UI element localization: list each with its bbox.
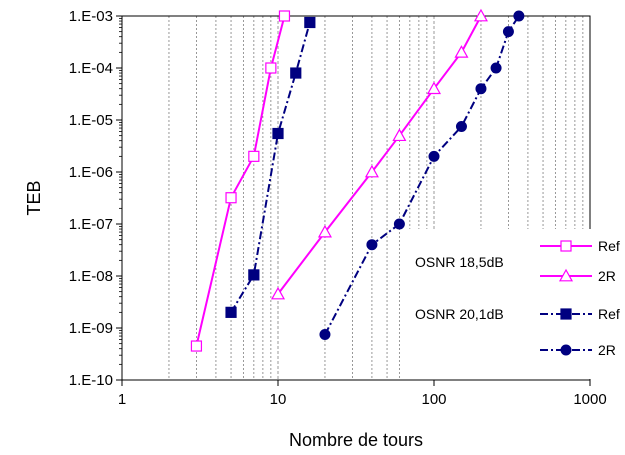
legend-marker [560,344,572,356]
plot-frame [121,15,591,381]
legend-group-label: OSNR 18,5dB [415,254,504,270]
x-tick-label: 1000 [573,391,606,408]
data-point [428,150,440,162]
data-point [455,120,467,132]
data-point [473,8,488,22]
legend: OSNR 18,5dB OSNR 20,1dB Ref 2R Ref 2R [408,229,620,379]
data-point [225,192,237,204]
legend-series-label: 2R [598,342,616,358]
data-point [319,328,331,340]
series-3 [319,10,525,340]
data-point [513,10,525,22]
legend-marker [560,240,572,252]
x-tick-label: 100 [421,391,446,408]
data-point [502,26,514,38]
legend-marker [558,268,574,282]
y-tick-label: 1.E-09 [69,320,113,337]
data-point [393,218,405,230]
y-tick-label: 1.E-07 [69,216,113,233]
y-axis-label: TEB [24,180,44,215]
data-point [278,10,291,22]
x-axis-label: Nombre de tours [289,430,423,450]
data-point [392,128,407,142]
data-point [366,239,378,251]
data-point [490,62,502,74]
data-point [272,127,284,140]
data-point [190,340,203,352]
y-tick-label: 1.E-05 [69,112,113,129]
data-point [225,306,237,318]
axis-ticks: 1.E-03 1.E-04 1.E-05 1.E-06 1.E-07 1.E-08 1.E-… [69,8,607,408]
legend-marker [560,308,572,320]
legend-group-label: OSNR 20,1dB [415,306,504,322]
data-point [304,16,316,29]
data-point [317,224,332,238]
series-0 [190,10,291,352]
x-tick-label: 10 [270,391,287,408]
data-point [248,150,260,162]
data-point [248,269,260,281]
data-point [364,164,379,178]
data-point [454,45,469,58]
data-point [270,286,286,300]
y-tick-label: 1.E-04 [69,60,113,77]
series-2 [225,16,316,318]
legend-series-label: Ref [598,238,620,254]
data-point [290,67,302,79]
x-tick-label: 1 [118,391,126,408]
legend-series-label: 2R [598,268,616,284]
y-tick-label: 1.E-10 [69,372,113,389]
series-layer [190,8,525,352]
data-point [475,83,487,95]
legend-background [408,229,593,379]
series-1 [270,8,488,300]
y-tick-label: 1.E-08 [69,268,113,285]
data-point [426,81,442,95]
y-tick-label: 1.E-06 [69,164,113,181]
data-point [265,62,277,74]
legend-series-label: Ref [598,306,620,322]
y-tick-label: 1.E-03 [69,8,113,25]
